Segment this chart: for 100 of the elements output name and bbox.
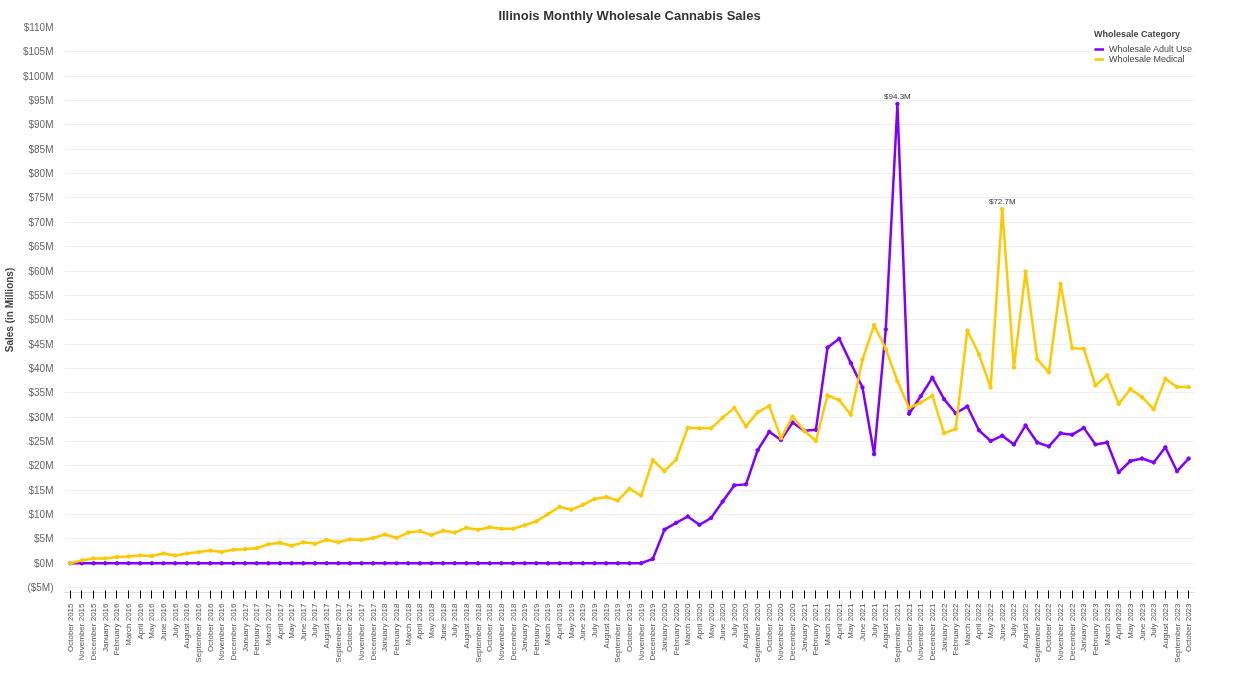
x-tick-label: June 2022 — [997, 602, 1007, 641]
x-tick-label: October 2017 — [345, 602, 355, 652]
x-tick-label: June 2017 — [298, 602, 308, 641]
annotation: $94.3M — [884, 91, 912, 101]
x-tick-label: February 2023 — [1090, 602, 1100, 656]
x-tick-label: March 2022 — [962, 602, 972, 646]
y-tick-label: $110M — [23, 22, 54, 33]
x-tick-label: May 2022 — [986, 602, 996, 639]
y-tick-label: $60M — [28, 265, 54, 277]
x-tick-label: April 2022 — [974, 602, 984, 640]
x-tick-label: December 2017 — [368, 602, 378, 661]
x-tick-label: April 2017 — [275, 602, 285, 640]
x-tick-label: December 2022 — [1067, 602, 1077, 661]
x-tick-label: March 2023 — [1102, 602, 1112, 646]
x-tick-label: July 2018 — [450, 602, 460, 638]
y-tick-label: $65M — [28, 241, 54, 253]
y-tick-label: $15M — [28, 484, 54, 496]
x-tick-label: July 2017 — [310, 602, 320, 638]
x-tick-label: March 2017 — [263, 602, 273, 646]
x-tick-label: June 2016 — [159, 602, 169, 641]
y-tick-label: $35M — [28, 387, 54, 399]
x-tick-label: June 2018 — [438, 602, 448, 641]
x-tick-label: October 2015 — [65, 602, 75, 652]
y-tick-label: ($5M) — [27, 582, 54, 594]
x-tick-label: March 2018 — [403, 602, 413, 646]
x-tick-label: May 2020 — [706, 602, 716, 639]
y-tick-label: $5M — [34, 533, 54, 545]
x-tick-label: January 2022 — [939, 602, 949, 652]
x-tick-label: January 2020 — [659, 602, 669, 652]
y-tick-label: $75M — [28, 192, 54, 204]
y-tick-label: $85M — [28, 143, 54, 155]
x-tick-label: June 2021 — [857, 602, 867, 641]
x-tick-label: July 2020 — [729, 602, 739, 638]
x-tick-label: December 2016 — [228, 602, 238, 661]
x-tick-label: January 2023 — [1079, 602, 1089, 652]
x-tick-label: April 2021 — [834, 602, 844, 640]
y-tick-label: $45M — [28, 338, 54, 350]
x-tick-label: July 2019 — [590, 602, 600, 638]
x-tick-label: May 2023 — [1125, 602, 1135, 639]
x-tick-label: December 2021 — [927, 602, 937, 661]
y-tick-label: $40M — [28, 362, 54, 374]
x-tick-label: December 2020 — [788, 602, 798, 661]
y-tick-label: $25M — [28, 436, 54, 448]
x-tick-label: June 2023 — [1137, 602, 1147, 641]
chart-title: Illinois Monthly Wholesale Cannabis Sales — [498, 7, 761, 23]
x-tick-label: September 2020 — [753, 602, 763, 663]
x-tick-label: September 2019 — [613, 602, 623, 663]
x-tick-label: May 2019 — [566, 602, 576, 639]
x-tick-label: June 2019 — [578, 602, 588, 641]
x-tick-label: April 2018 — [415, 602, 425, 640]
x-tick-label: September 2023 — [1172, 602, 1182, 663]
x-tick-label: October 2021 — [904, 602, 914, 652]
x-tick-label: March 2016 — [124, 602, 134, 646]
x-tick-label: September 2018 — [473, 602, 483, 663]
x-tick-label: November 2016 — [217, 602, 227, 661]
x-tick-label: November 2022 — [1056, 602, 1066, 661]
x-tick-label: July 2016 — [170, 602, 180, 638]
y-tick-label: $95M — [28, 95, 54, 107]
x-tick-label: October 2018 — [485, 602, 495, 652]
x-tick-label: September 2022 — [1032, 602, 1042, 663]
x-tick-label: January 2019 — [520, 602, 530, 652]
y-tick-label: $20M — [28, 460, 54, 472]
y-tick-label: $100M — [22, 70, 54, 82]
x-tick-label: May 2018 — [426, 602, 436, 639]
x-tick-label: February 2019 — [531, 602, 541, 656]
y-tick-label: $0M — [34, 557, 54, 569]
x-tick-label: November 2018 — [496, 602, 506, 661]
y-tick-label: $105M — [22, 46, 54, 58]
x-tick-label: October 2016 — [205, 602, 215, 652]
x-tick-label: January 2016 — [100, 602, 110, 652]
y-tick-label: $30M — [28, 411, 54, 423]
x-tick-label: February 2016 — [112, 602, 122, 656]
legend-title: Wholesale Category — [1093, 29, 1181, 39]
x-tick-label: April 2023 — [1114, 602, 1124, 640]
x-tick-label: February 2020 — [671, 602, 681, 656]
y-tick-label: $10M — [28, 509, 54, 521]
x-tick-label: January 2021 — [799, 602, 809, 652]
x-tick-label: July 2022 — [1009, 602, 1019, 638]
legend-label: Wholesale Medical — [1108, 54, 1185, 64]
x-tick-label: October 2022 — [1044, 602, 1054, 652]
x-tick-label: February 2022 — [951, 602, 961, 656]
x-tick-label: May 2016 — [147, 602, 157, 639]
x-tick-label: November 2021 — [916, 602, 926, 661]
x-tick-label: October 2023 — [1184, 602, 1194, 652]
x-tick-label: August 2023 — [1160, 602, 1170, 649]
x-tick-label: April 2019 — [555, 602, 565, 640]
x-tick-label: December 2015 — [89, 602, 99, 661]
y-axis-title: Sales (in Millions) — [3, 267, 15, 353]
x-tick-label: November 2017 — [357, 602, 367, 661]
x-tick-label: March 2019 — [543, 602, 553, 646]
y-tick-label: $90M — [28, 119, 54, 131]
x-tick-label: August 2017 — [322, 602, 332, 649]
x-tick-label: January 2018 — [380, 602, 390, 652]
x-tick-label: November 2020 — [776, 602, 786, 661]
x-tick-label: August 2016 — [182, 602, 192, 649]
y-tick-label: $50M — [28, 314, 54, 326]
x-tick-label: March 2021 — [823, 602, 833, 646]
annotation: $72.7M — [988, 197, 1016, 207]
x-tick-label: May 2021 — [846, 602, 856, 639]
x-tick-label: August 2021 — [881, 602, 891, 649]
